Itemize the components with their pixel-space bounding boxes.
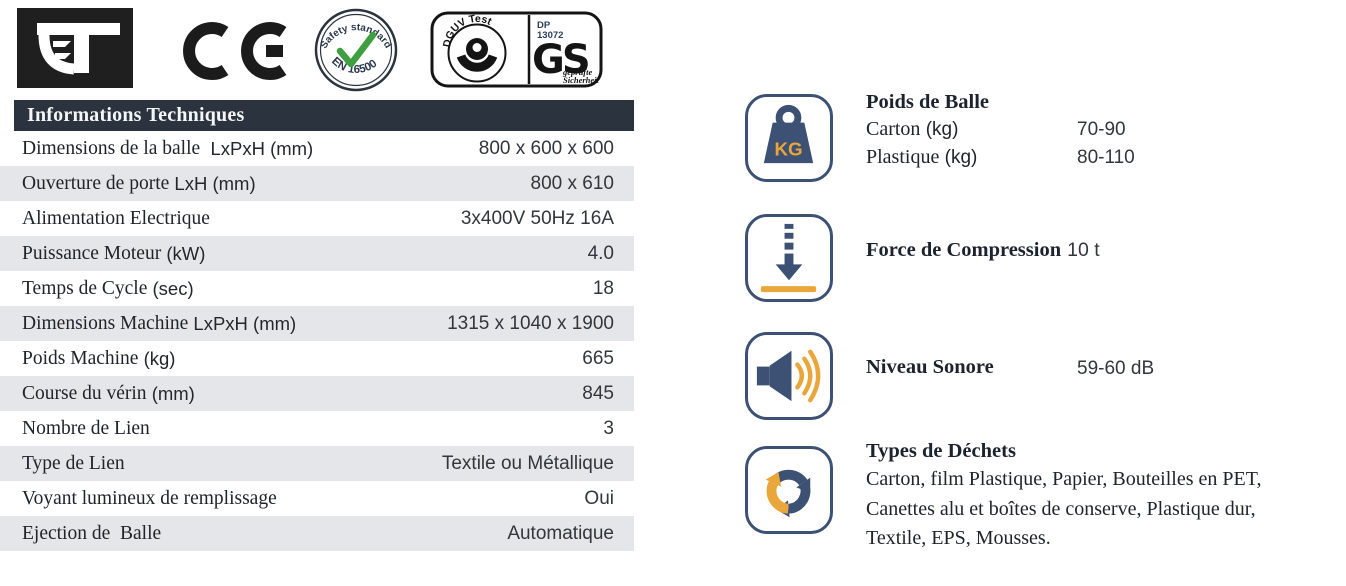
feature-title: Niveau Sonore <box>866 356 994 378</box>
table-title: Informations Techniques <box>14 100 634 131</box>
dp-label: DP <box>537 20 551 31</box>
dguv-gs-badge: DGUV Test DP 13072 GS geprüfte Sicherhei… <box>430 11 603 88</box>
spec-label: Voyant lumineux de remplissage <box>22 487 277 509</box>
table-row: Poids Machine (kg) 665 <box>0 341 634 376</box>
spec-value: 845 <box>582 382 614 404</box>
spec-label: Puissance Moteur <box>22 242 162 264</box>
spec-label: Poids Machine <box>22 347 139 369</box>
feature-unit: (kg) <box>939 147 978 168</box>
feature-value: 80-110 <box>1077 147 1135 168</box>
table-row: Dimensions de la balle LxPxH (mm) 800 x … <box>0 131 634 166</box>
spec-label: Temps de Cycle <box>22 277 148 299</box>
ce-mark-icon <box>183 22 287 80</box>
table-row: Puissance Moteur (kW) 4.0 <box>0 236 634 271</box>
spec-unit: (mm) <box>146 382 195 404</box>
et-brand-logo <box>17 8 133 88</box>
spec-value: Oui <box>584 487 614 509</box>
feature-types-dechets: Types de Déchets Carton, film Plastique,… <box>866 440 1294 554</box>
feature-description: Carton, film Plastique, Papier, Bouteill… <box>866 468 1262 549</box>
feature-value: 70-90 <box>1077 119 1126 140</box>
spec-value: 3x400V 50Hz 16A <box>460 207 614 229</box>
table-row: Type de Lien Textile ou Métallique <box>0 446 634 481</box>
gs-small-line2: Sicherheit <box>563 75 600 85</box>
table-row: Alimentation Electrique 3x400V 50Hz 16A <box>0 201 634 236</box>
speaker-icon <box>745 332 833 420</box>
spec-value: Automatique <box>507 522 614 544</box>
spec-label: Ouverture de porte <box>22 172 170 194</box>
feature-unit: (kg) <box>920 119 959 140</box>
spec-label: Course du vérin <box>22 382 147 404</box>
feature-title: Types de Déchets <box>866 440 1016 462</box>
spec-unit: (kg) <box>138 347 176 369</box>
spec-unit: LxH (mm) <box>169 172 256 194</box>
kg-label: KG <box>774 138 802 159</box>
feature-title: Poids de Balle <box>866 91 990 113</box>
spec-value: 18 <box>592 277 614 299</box>
green-checkmark-icon <box>336 31 377 68</box>
table-row: Temps de Cycle (sec) 18 <box>0 271 634 306</box>
spec-value: 665 <box>582 347 614 369</box>
gs-small-line1: geprüfte <box>562 67 593 77</box>
spec-label: Ejection de Balle <box>22 522 162 544</box>
spec-label: Type de Lien <box>22 452 125 474</box>
feature-poids-de-balle: Poids de Balle Carton (kg) 70-90 Plastiq… <box>866 91 1286 174</box>
spec-value: 1315 x 1040 x 1900 <box>447 312 614 334</box>
gs-letters: GS <box>532 37 588 83</box>
table-row: Nombre de Lien 3 <box>0 411 634 446</box>
feature-title: Force de Compression <box>866 239 1062 261</box>
spec-value: 800 x 610 <box>530 172 614 194</box>
feature-row: Plastique (kg) 80-110 <box>866 146 1286 174</box>
feature-row: Niveau Sonore 59-60 dB <box>866 356 1286 384</box>
spec-value: 800 x 600 x 600 <box>478 137 614 159</box>
spec-label: Alimentation Electrique <box>22 207 210 229</box>
spec-label: Dimensions de la balle <box>22 137 201 159</box>
spec-value: 4.0 <box>587 242 614 264</box>
dp-number: 13072 <box>537 30 563 41</box>
feature-row: Carton (kg) 70-90 <box>866 118 1286 146</box>
table-row: Ejection de Balle Automatique <box>0 516 634 551</box>
spec-unit: (kW) <box>161 242 206 264</box>
table-row: Voyant lumineux de remplissage Oui <box>0 481 634 516</box>
spec-value: Textile ou Métallique <box>441 452 614 474</box>
spec-unit: (sec) <box>147 277 194 299</box>
feature-value: 59-60 dB <box>1077 358 1155 379</box>
spec-table: Dimensions de la balle LxPxH (mm) 800 x … <box>0 131 634 551</box>
table-row: Dimensions Machine LxPxH (mm) 1315 x 104… <box>0 306 634 341</box>
en16500-safety-badge: Safety standard EN 16500 <box>314 8 398 92</box>
feature-niveau-sonore: Niveau Sonore 59-60 dB <box>866 356 1286 384</box>
recycling-icon <box>745 446 833 534</box>
spec-unit: LxPxH (mm) <box>188 312 297 334</box>
spec-unit: LxPxH (mm) <box>200 137 314 159</box>
spec-label: Nombre de Lien <box>22 417 150 439</box>
feature-label: Plastique <box>866 146 940 168</box>
table-row: Course du vérin (mm) 845 <box>0 376 634 411</box>
feature-label: Carton <box>866 118 921 140</box>
table-row: Ouverture de porte LxH (mm) 800 x 610 <box>0 166 634 201</box>
compression-icon <box>745 214 833 302</box>
spec-value: 3 <box>603 417 614 439</box>
spec-label: Dimensions Machine <box>22 312 189 334</box>
feature-force-compression: Force de Compression 10 t <box>866 239 1100 262</box>
weight-icon: KG <box>745 94 833 182</box>
feature-value: 10 t <box>1067 239 1100 261</box>
